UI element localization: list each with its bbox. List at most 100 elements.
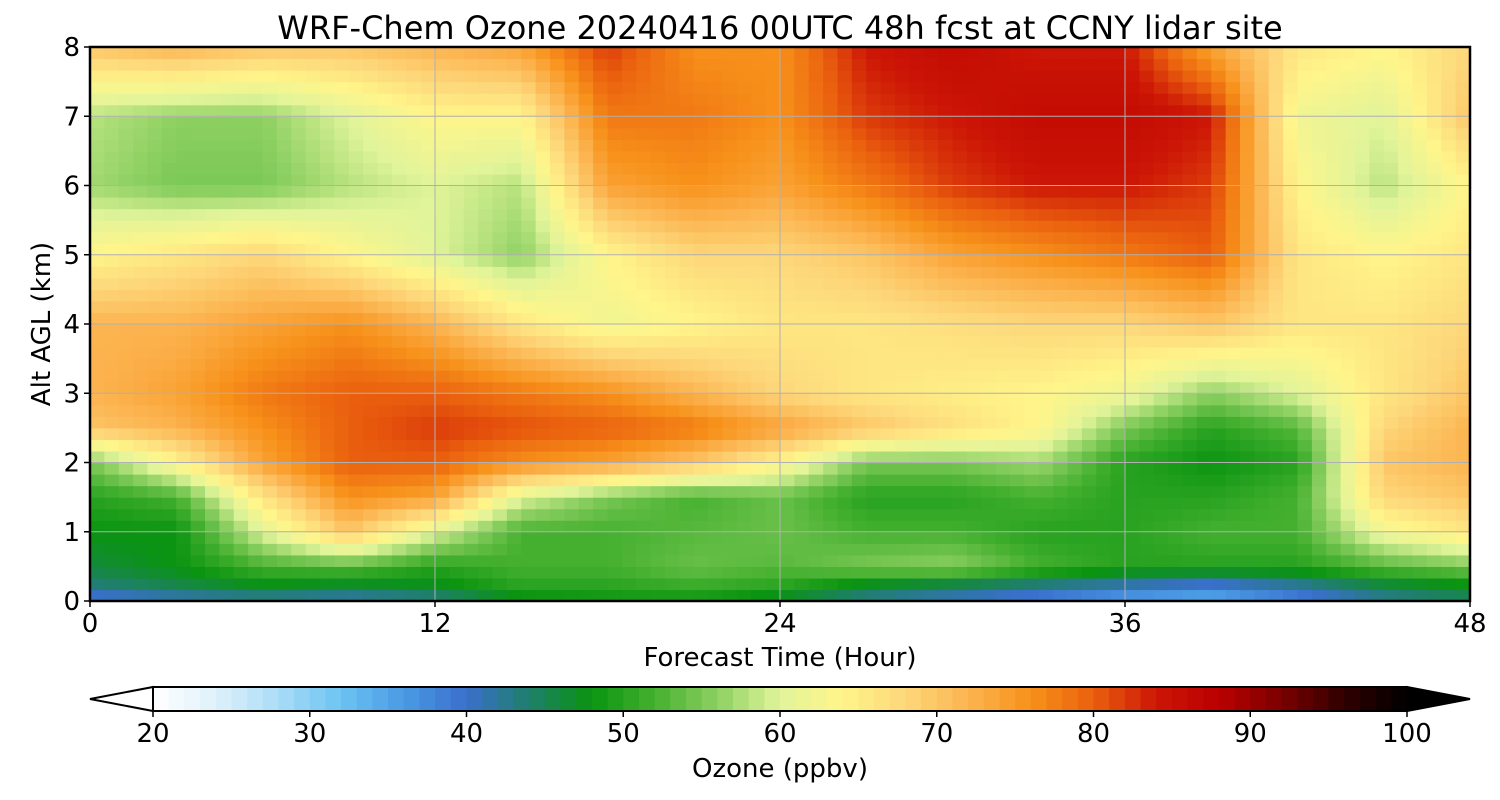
heatmap-cell bbox=[449, 393, 465, 406]
heatmap-cell bbox=[1038, 277, 1054, 290]
heatmap-cell bbox=[1326, 127, 1342, 140]
heatmap-cell bbox=[190, 266, 206, 279]
heatmap-cell bbox=[1441, 81, 1457, 94]
heatmap-cell bbox=[233, 150, 249, 164]
heatmap-cell bbox=[1455, 508, 1471, 521]
heatmap-cell bbox=[1441, 393, 1457, 406]
heatmap-cell bbox=[578, 439, 594, 452]
heatmap-cell bbox=[751, 520, 767, 533]
heatmap-cell bbox=[1326, 462, 1342, 475]
heatmap-cell bbox=[880, 47, 896, 60]
heatmap-cell bbox=[1441, 589, 1457, 602]
colorbar-block bbox=[576, 687, 593, 711]
heatmap-cell bbox=[1311, 127, 1327, 140]
heatmap-cell bbox=[205, 289, 220, 302]
heatmap-cell bbox=[420, 289, 436, 302]
heatmap-cell bbox=[823, 347, 839, 360]
heatmap-cell bbox=[780, 370, 795, 383]
heatmap-cell bbox=[492, 358, 508, 371]
heatmap-cell bbox=[952, 335, 968, 348]
heatmap-cell bbox=[1168, 277, 1184, 290]
heatmap-cell bbox=[679, 427, 695, 441]
heatmap-cell bbox=[1053, 162, 1069, 175]
heatmap-cell bbox=[837, 577, 853, 591]
colorbar-tick-label: 90 bbox=[1234, 719, 1267, 749]
heatmap-cell bbox=[693, 197, 709, 210]
heatmap-cell bbox=[1297, 450, 1313, 464]
heatmap-cell bbox=[1125, 347, 1140, 360]
heatmap-cell bbox=[406, 162, 422, 175]
heatmap-cell bbox=[895, 393, 910, 406]
heatmap-cell bbox=[1182, 162, 1198, 175]
heatmap-cell bbox=[736, 47, 752, 60]
heatmap-cell bbox=[665, 508, 680, 521]
heatmap-cell bbox=[550, 370, 565, 383]
heatmap-cell bbox=[564, 520, 580, 533]
heatmap-cell bbox=[693, 162, 709, 175]
heatmap-cell bbox=[291, 266, 307, 279]
heatmap-cell bbox=[176, 173, 192, 187]
heatmap-cell bbox=[506, 277, 522, 290]
heatmap-cell bbox=[621, 254, 637, 267]
heatmap-cell bbox=[104, 554, 120, 567]
heatmap-cell bbox=[938, 393, 954, 406]
heatmap-cell bbox=[1426, 93, 1442, 106]
heatmap-cell bbox=[1383, 335, 1399, 348]
heatmap-cell bbox=[391, 243, 407, 256]
heatmap-cell bbox=[104, 450, 120, 464]
heatmap-cell bbox=[363, 381, 379, 394]
heatmap-cell bbox=[535, 485, 551, 498]
heatmap-cell bbox=[521, 474, 537, 487]
y-tick-label: 0 bbox=[63, 587, 80, 617]
heatmap-cell bbox=[305, 277, 321, 290]
heatmap-cell bbox=[435, 300, 450, 314]
heatmap-cell bbox=[1240, 589, 1255, 602]
heatmap-cell bbox=[305, 81, 321, 94]
heatmap-cell bbox=[233, 381, 249, 394]
heatmap-cell bbox=[1355, 289, 1370, 302]
heatmap-cell bbox=[320, 462, 335, 475]
heatmap-cell bbox=[90, 589, 105, 602]
heatmap-cell bbox=[1182, 543, 1198, 556]
heatmap-cell bbox=[535, 254, 551, 267]
heatmap-cell bbox=[1038, 254, 1054, 267]
heatmap-cell bbox=[161, 450, 177, 464]
colorbar-block bbox=[1140, 687, 1157, 711]
heatmap-cell bbox=[607, 508, 623, 521]
heatmap-cell bbox=[1369, 127, 1385, 140]
heatmap-cell bbox=[679, 70, 695, 83]
heatmap-cell bbox=[305, 254, 321, 267]
heatmap-cell bbox=[1182, 254, 1198, 267]
heatmap-cell bbox=[190, 358, 206, 371]
heatmap-cell bbox=[1268, 520, 1284, 533]
heatmap-cell bbox=[521, 427, 537, 441]
heatmap-cell bbox=[780, 347, 795, 360]
heatmap-cell bbox=[995, 289, 1011, 302]
heatmap-cell bbox=[219, 427, 235, 441]
heatmap-cell bbox=[1311, 300, 1327, 314]
heatmap-cell bbox=[1110, 81, 1126, 94]
heatmap-cell bbox=[1110, 520, 1126, 533]
heatmap-cell bbox=[995, 162, 1011, 175]
heatmap-cell bbox=[420, 116, 436, 129]
heatmap-cell bbox=[736, 393, 752, 406]
heatmap-cell bbox=[1153, 93, 1169, 106]
heatmap-cell bbox=[1240, 474, 1255, 487]
heatmap-cell bbox=[550, 485, 565, 498]
heatmap-cell bbox=[262, 520, 278, 533]
heatmap-cell bbox=[190, 139, 206, 152]
heatmap-cell bbox=[147, 254, 163, 267]
heatmap-cell bbox=[1125, 531, 1140, 544]
heatmap-cell bbox=[1240, 116, 1255, 129]
heatmap-cell bbox=[895, 520, 910, 533]
heatmap-cell bbox=[1268, 70, 1284, 83]
heatmap-cell bbox=[837, 589, 853, 602]
heatmap-cell bbox=[607, 393, 623, 406]
heatmap-cell bbox=[262, 220, 278, 233]
heatmap-cell bbox=[995, 335, 1011, 348]
heatmap-cell bbox=[463, 462, 479, 475]
heatmap-cell bbox=[909, 93, 925, 106]
heatmap-cell bbox=[1369, 93, 1385, 106]
heatmap-cell bbox=[909, 58, 925, 71]
heatmap-cell bbox=[564, 358, 580, 371]
